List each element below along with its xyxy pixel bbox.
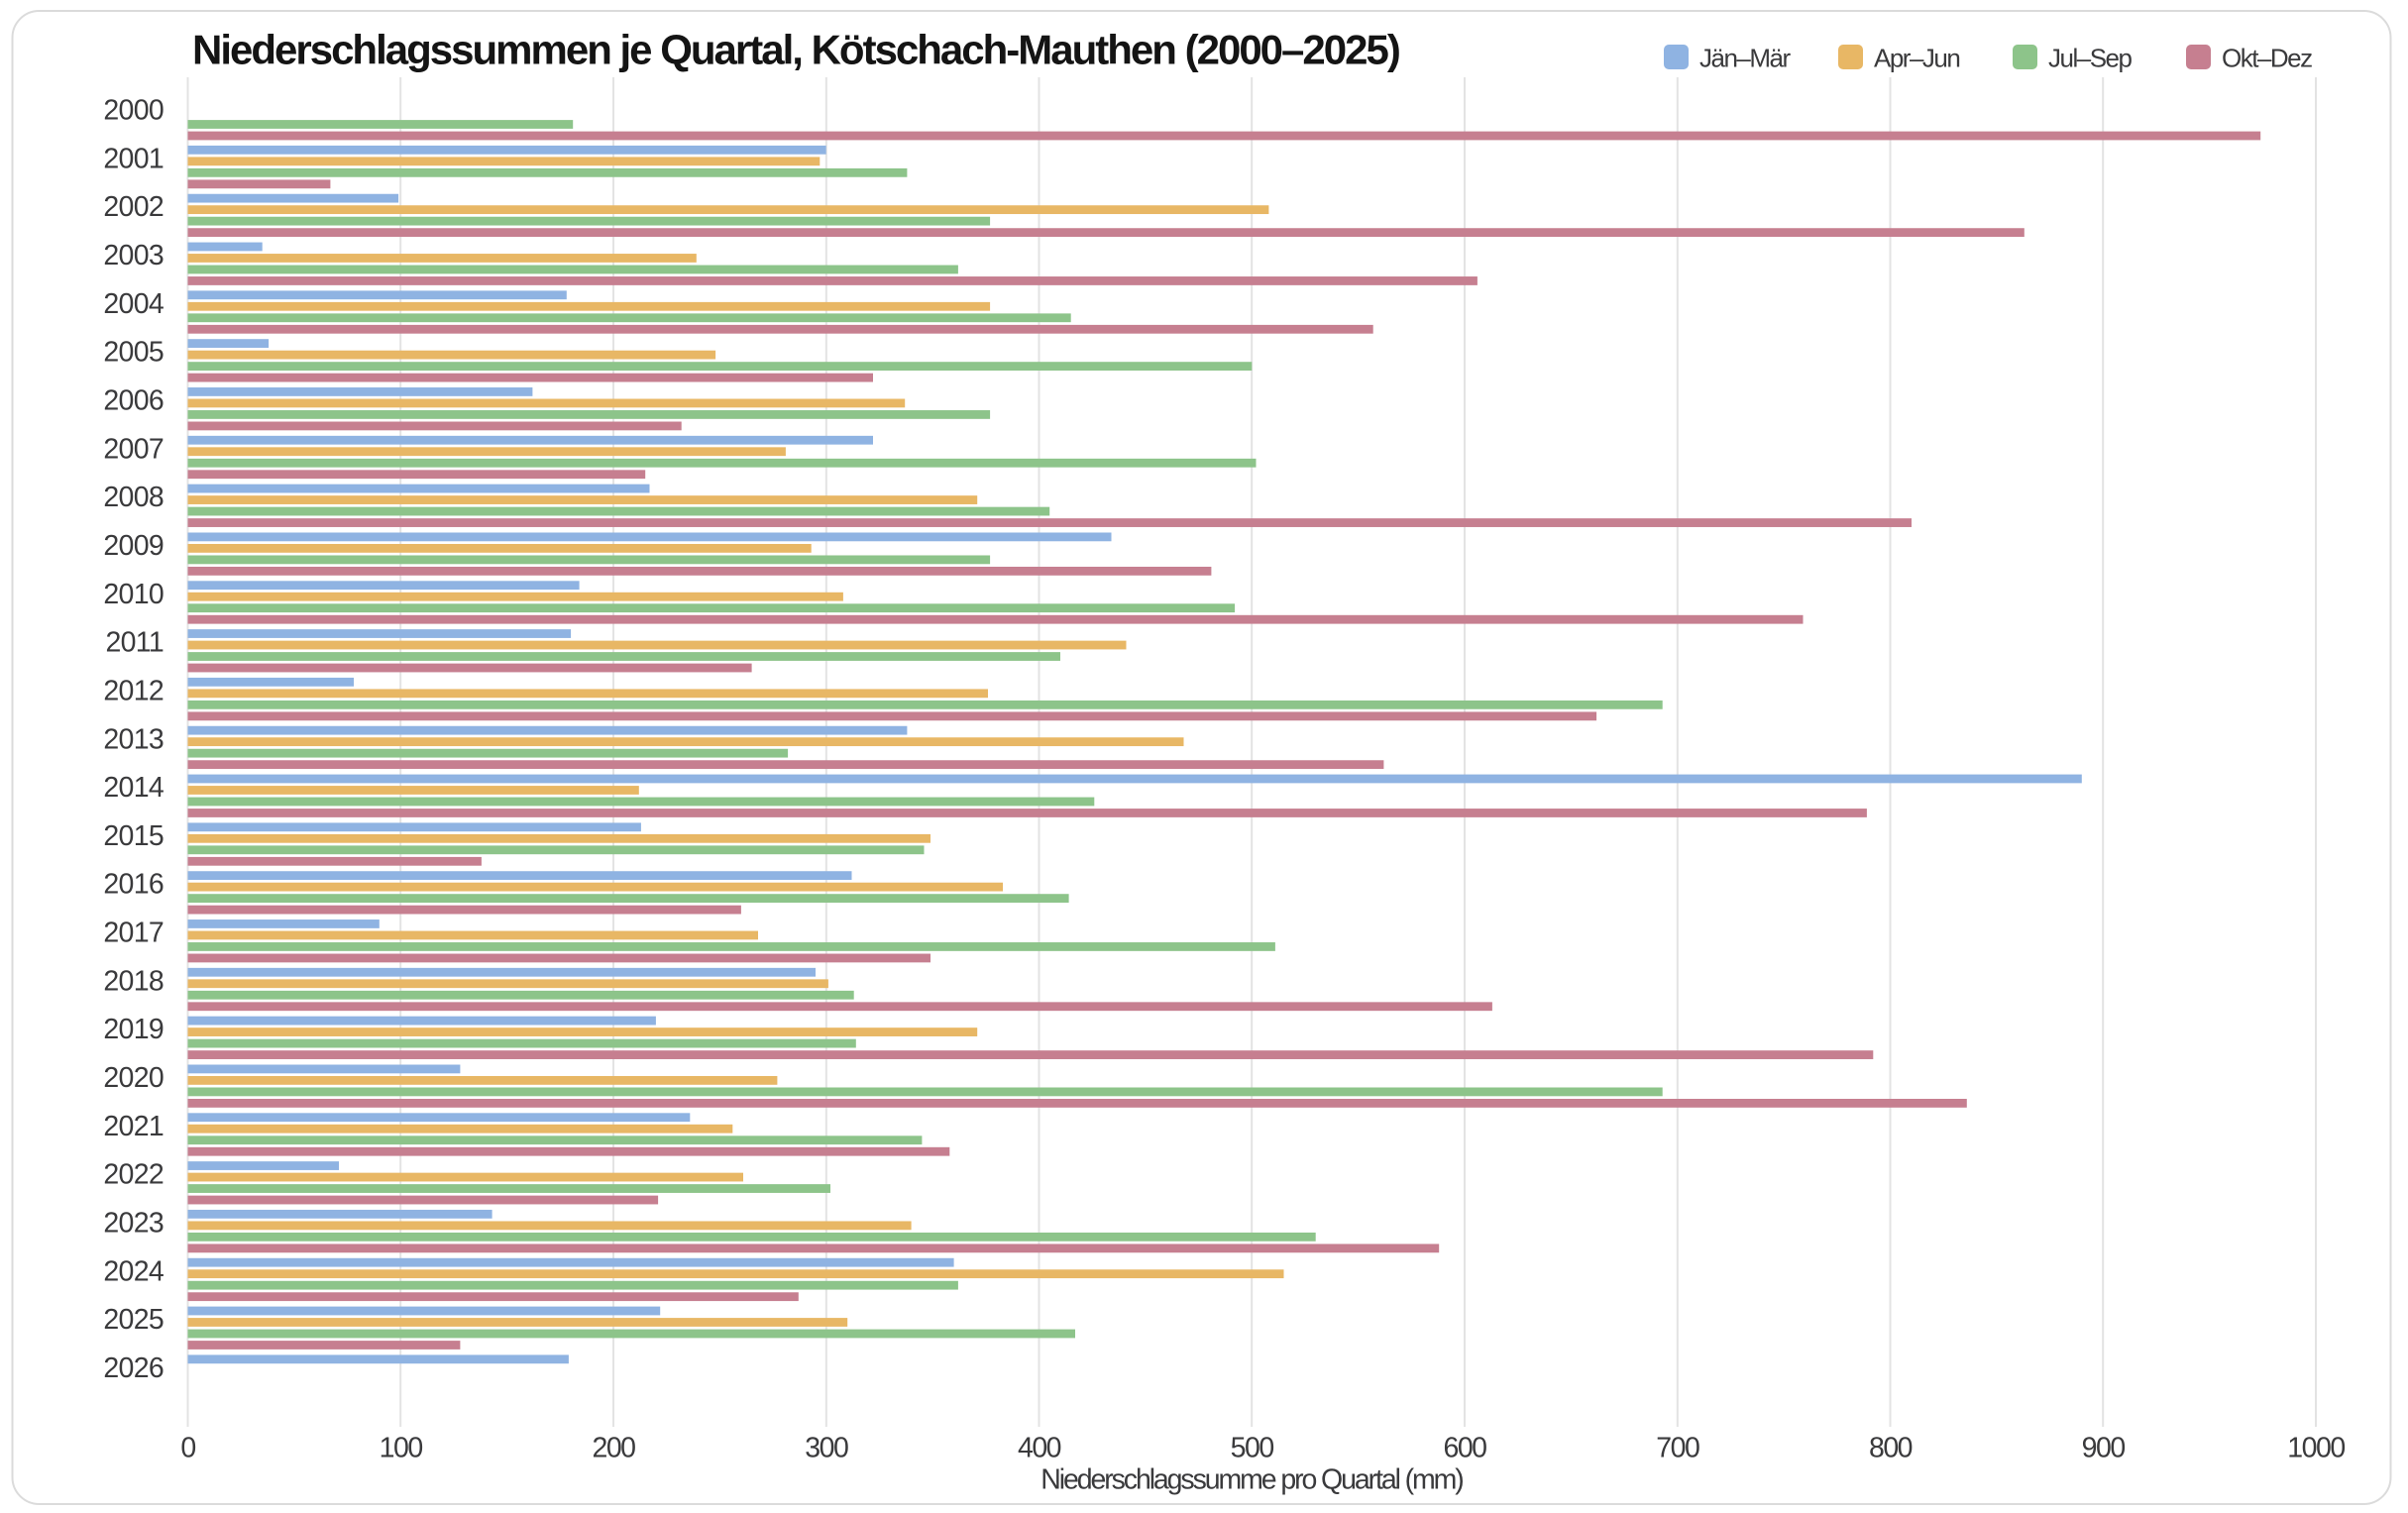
svg-text:2008: 2008 xyxy=(103,482,164,513)
svg-text:Jul–Sep: Jul–Sep xyxy=(2048,44,2132,73)
svg-text:0: 0 xyxy=(180,1433,195,1464)
svg-text:Niederschlagssummen je Quartal: Niederschlagssummen je Quartal, Kötschac… xyxy=(192,27,1399,73)
svg-text:100: 100 xyxy=(380,1433,423,1464)
svg-text:Niederschlagssumme pro Quartal: Niederschlagssumme pro Quartal (mm) xyxy=(1040,1464,1463,1496)
svg-text:1000: 1000 xyxy=(2287,1433,2345,1464)
svg-text:2004: 2004 xyxy=(103,288,164,320)
svg-text:2023: 2023 xyxy=(103,1208,164,1240)
svg-text:300: 300 xyxy=(805,1433,848,1464)
svg-text:Apr–Jun: Apr–Jun xyxy=(1874,44,1959,73)
svg-text:2007: 2007 xyxy=(103,433,164,465)
svg-text:2003: 2003 xyxy=(103,240,164,271)
svg-text:2001: 2001 xyxy=(103,143,164,174)
svg-text:2011: 2011 xyxy=(106,627,164,659)
svg-text:2002: 2002 xyxy=(103,191,164,223)
svg-text:2021: 2021 xyxy=(103,1111,164,1142)
svg-text:900: 900 xyxy=(2082,1433,2126,1464)
svg-text:Okt–Dez: Okt–Dez xyxy=(2222,44,2312,73)
svg-text:2009: 2009 xyxy=(103,530,164,562)
svg-text:2013: 2013 xyxy=(103,723,164,755)
svg-text:Jän–Mär: Jän–Mär xyxy=(1699,44,1791,73)
svg-text:2017: 2017 xyxy=(103,918,164,949)
svg-text:2025: 2025 xyxy=(103,1304,164,1336)
svg-text:2026: 2026 xyxy=(103,1352,164,1384)
svg-text:2018: 2018 xyxy=(103,965,164,997)
svg-text:600: 600 xyxy=(1443,1433,1486,1464)
svg-text:2024: 2024 xyxy=(103,1255,164,1287)
svg-text:500: 500 xyxy=(1231,1433,1274,1464)
svg-text:2019: 2019 xyxy=(103,1014,164,1045)
svg-text:2020: 2020 xyxy=(103,1062,164,1094)
svg-text:800: 800 xyxy=(1869,1433,1913,1464)
svg-text:2010: 2010 xyxy=(103,579,164,610)
svg-text:2014: 2014 xyxy=(103,772,164,804)
svg-text:700: 700 xyxy=(1656,1433,1699,1464)
svg-text:2000: 2000 xyxy=(103,95,164,127)
svg-text:2006: 2006 xyxy=(103,385,164,417)
svg-text:2005: 2005 xyxy=(103,337,164,369)
svg-text:2012: 2012 xyxy=(103,675,164,706)
svg-text:200: 200 xyxy=(592,1433,635,1464)
svg-text:2022: 2022 xyxy=(103,1159,164,1191)
svg-text:400: 400 xyxy=(1018,1433,1061,1464)
svg-text:2015: 2015 xyxy=(103,820,164,852)
svg-text:2016: 2016 xyxy=(103,869,164,901)
